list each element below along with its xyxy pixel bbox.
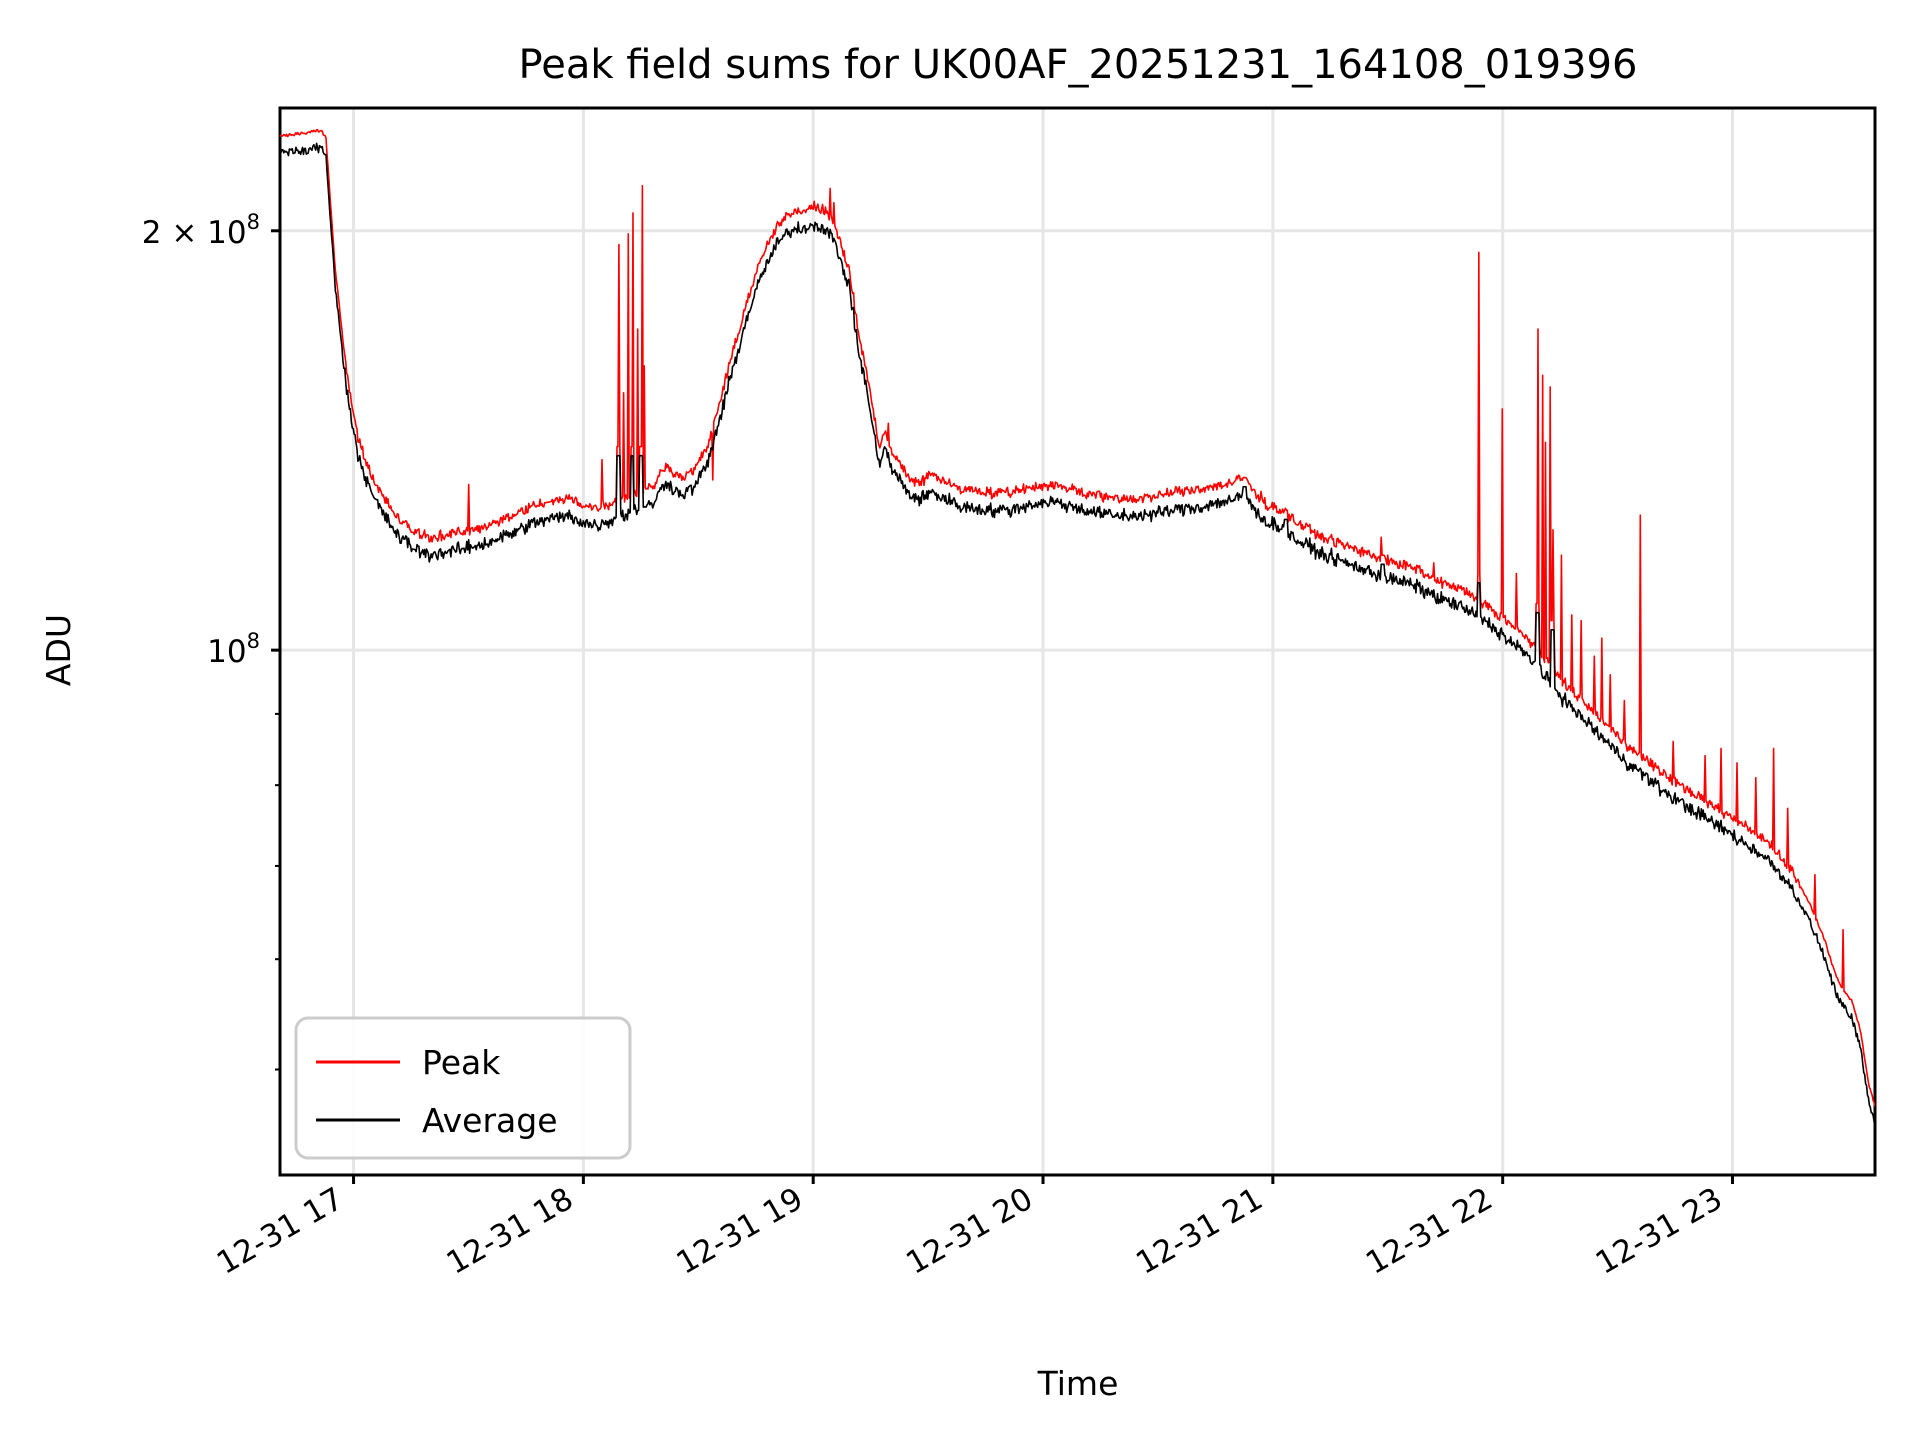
gridlines: [280, 108, 1875, 1175]
series-line-average: [280, 142, 1875, 1128]
chart-legend[interactable]: Peak Average: [294, 1016, 632, 1160]
y-tick-group: 108 2 × 108: [142, 210, 280, 1071]
x-axis-label: Time: [1037, 1364, 1119, 1403]
legend-item-peak[interactable]: Peak: [316, 1043, 501, 1082]
series-line-peak: [280, 128, 1875, 1107]
legend-label-average: Average: [422, 1101, 558, 1140]
y-tick-label: 108: [207, 629, 260, 670]
y-axis-label: ADU: [39, 614, 78, 686]
y-tick-label: 2 × 108: [142, 210, 260, 251]
plot-frame: [278, 106, 1877, 1177]
legend-item-average[interactable]: Average: [316, 1101, 558, 1140]
legend-label-peak: Peak: [422, 1043, 501, 1082]
series-layer: [280, 128, 1875, 1128]
page-title: Peak field sums for UK00AF_20251231_1641…: [519, 42, 1638, 88]
legend-box: [294, 1016, 632, 1160]
